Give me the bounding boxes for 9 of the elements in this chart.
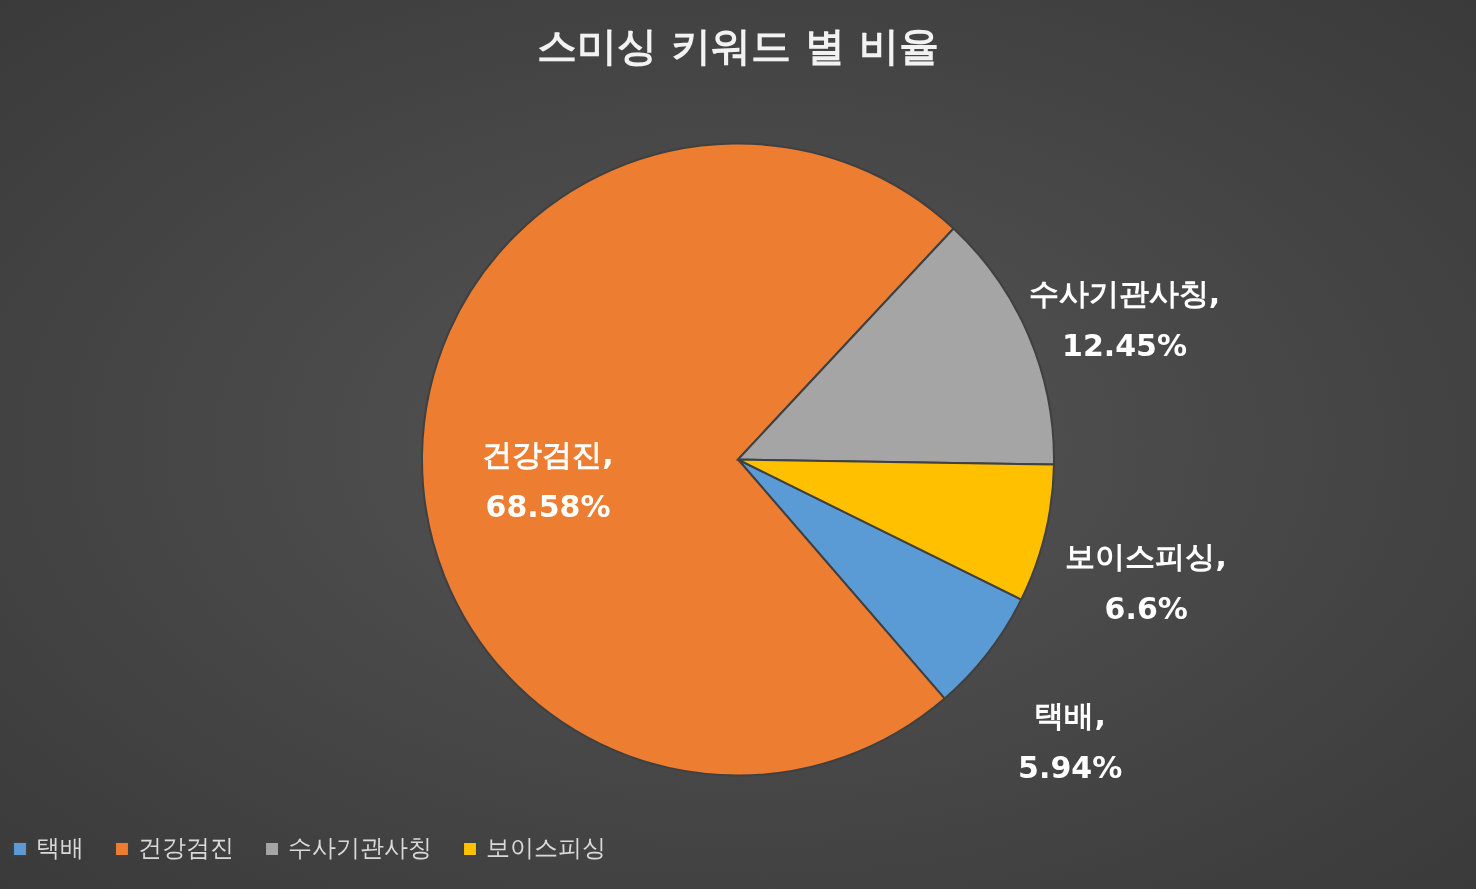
data-label: 택배, 5.94% (1018, 697, 1123, 785)
chart-title: 스미싱 키워드 별 비율 (537, 23, 939, 69)
legend-label: 택배 (36, 834, 84, 862)
data-label: 건강검진, 68.58% (482, 436, 614, 524)
data-label: 수사기관사칭, 12.45% (1028, 276, 1221, 364)
legend-label: 건강검진 (138, 834, 234, 862)
data-label: 보이스피싱, 6.6% (1065, 539, 1227, 627)
legend-label: 보이스피싱 (486, 834, 606, 862)
legend-label: 수사기관사칭 (288, 834, 432, 862)
